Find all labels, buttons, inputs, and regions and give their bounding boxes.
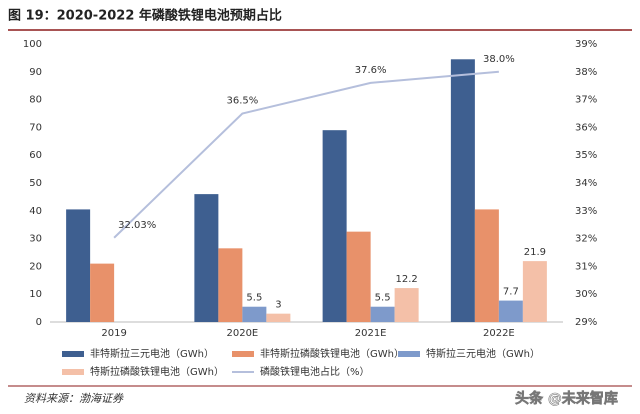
- data-label: 36.5%: [226, 96, 258, 107]
- x-tick-label: 2019: [101, 328, 126, 339]
- legend-label: 特斯拉三元电池（GWh）: [426, 347, 540, 360]
- bar: [266, 313, 291, 322]
- bar: [242, 306, 267, 322]
- x-tick-label: 2020E: [226, 328, 258, 339]
- data-label: 7.7: [503, 287, 519, 298]
- legend-swatch: [398, 351, 420, 357]
- y2-tick-label: 39%: [575, 39, 597, 50]
- bar: [522, 261, 547, 322]
- y-tick-label: 10: [29, 289, 42, 300]
- data-label: 12.2: [395, 274, 417, 285]
- bar: [474, 209, 499, 322]
- x-tick-label: 2022E: [483, 328, 515, 339]
- bar: [450, 59, 475, 322]
- bar: [218, 248, 243, 322]
- source: 资料来源：渤海证券: [24, 392, 124, 405]
- data-label: 37.6%: [355, 65, 387, 76]
- chart-title: 图 19：2020-2022 年磷酸铁锂电池预期占比: [8, 8, 282, 24]
- bar: [194, 194, 219, 322]
- y-tick-label: 90: [29, 67, 42, 78]
- bar: [346, 231, 371, 322]
- y2-tick-label: 38%: [575, 67, 597, 78]
- y-tick-label: 50: [29, 178, 42, 189]
- y2-tick-label: 34%: [575, 178, 597, 189]
- legend-label: 磷酸铁锂电池占比（%）: [260, 365, 370, 378]
- y2-tick-label: 32%: [575, 234, 597, 245]
- y-tick-label: 60: [29, 150, 42, 161]
- legend-swatch: [62, 369, 84, 375]
- bar: [498, 300, 523, 322]
- line: [113, 70, 499, 239]
- y2-tick-label: 31%: [575, 261, 597, 272]
- y2-tick-label: 33%: [575, 206, 597, 217]
- y-tick-label: 80: [29, 95, 42, 106]
- bar: [66, 209, 91, 322]
- y-tick-label: 20: [29, 261, 42, 272]
- bar: [370, 306, 395, 322]
- y-tick-label: 100: [23, 39, 42, 50]
- data-label: 32.03%: [118, 220, 156, 231]
- data-label: 38.0%: [483, 54, 515, 65]
- watermark: 头条 @未来智库: [515, 390, 618, 407]
- data-label: 3: [275, 300, 281, 311]
- bar: [90, 263, 115, 322]
- legend-label: 特斯拉磷酸铁锂电池（GWh）: [90, 365, 224, 378]
- y2-tick-label: 35%: [575, 150, 597, 161]
- data-label: 5.5: [375, 293, 391, 304]
- legend-swatch: [62, 351, 84, 357]
- y-tick-label: 70: [29, 122, 42, 133]
- y2-tick-label: 37%: [575, 95, 597, 106]
- bar: [322, 130, 347, 322]
- legend-label: 非特斯拉三元电池（GWh）: [90, 347, 214, 360]
- legend-swatch: [232, 351, 254, 357]
- bar: [394, 288, 419, 322]
- data-label: 5.5: [246, 293, 262, 304]
- y-tick-label: 30: [29, 234, 42, 245]
- y2-tick-label: 30%: [575, 289, 597, 300]
- x-tick-label: 2021E: [355, 328, 387, 339]
- data-label: 21.9: [524, 247, 546, 258]
- legend-label: 非特斯拉磷酸铁锂电池（GWh）: [260, 347, 404, 360]
- y-tick-label: 0: [36, 317, 42, 328]
- y-tick-label: 40: [29, 206, 42, 217]
- y2-tick-label: 29%: [575, 317, 597, 328]
- y2-tick-label: 36%: [575, 122, 597, 133]
